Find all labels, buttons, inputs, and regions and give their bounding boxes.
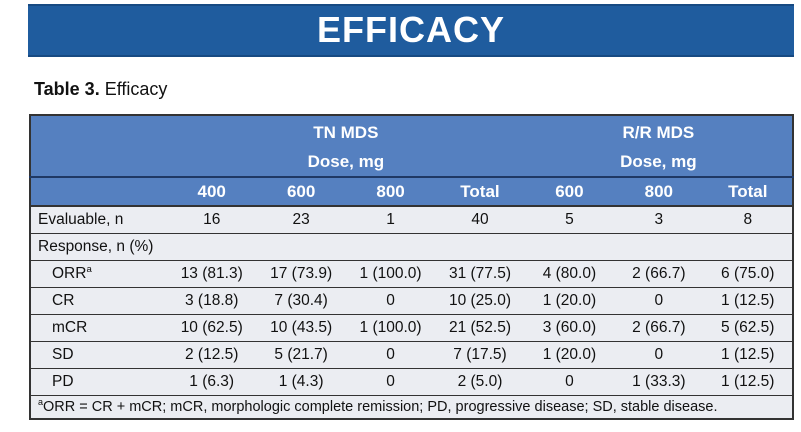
column-header: 400	[167, 177, 257, 207]
data-cell: 10 (25.0)	[435, 287, 525, 315]
row-label: PD	[30, 368, 167, 396]
column-header-row: 400 600 800 Total 600 800 Total	[30, 177, 793, 207]
table-row: PD 1 (6.3) 1 (4.3) 0 2 (5.0) 0 1 (33.3) 1 (12.5…	[30, 368, 793, 396]
column-header: Total	[703, 177, 793, 207]
footnote-row: aORR = CR + mCR; mCR, morphologic comple…	[30, 396, 793, 420]
efficacy-table-container: TN MDS R/R MDS Dose, mg Dose, mg 400 600…	[29, 114, 794, 420]
data-cell: 5 (21.7)	[256, 341, 346, 369]
row-label: Evaluable, n	[30, 206, 167, 234]
data-cell: 0	[345, 341, 436, 369]
data-cell: 5	[524, 206, 615, 234]
footnote-text: aORR = CR + mCR; mCR, morphologic comple…	[38, 397, 718, 415]
column-header: 600	[524, 177, 615, 207]
column-header: Total	[435, 177, 525, 207]
table-row: SD 2 (12.5) 5 (21.7) 0 7 (17.5) 1 (20.0) 0 1 (1…	[30, 341, 793, 369]
data-cell: 1 (12.5)	[703, 368, 793, 396]
data-cell: 16	[167, 206, 257, 234]
data-cell: 7 (30.4)	[256, 287, 346, 315]
data-cell: 6 (75.0)	[703, 260, 793, 288]
data-cell: 21 (52.5)	[435, 314, 525, 342]
group-header-tn-mds: TN MDS	[167, 115, 525, 148]
group-header-rr-mds: R/R MDS	[524, 115, 793, 148]
section-title: EFFICACY	[317, 8, 505, 50]
data-cell: 1 (12.5)	[703, 341, 793, 369]
data-cell: 1	[345, 206, 436, 234]
data-cell: 23	[256, 206, 346, 234]
table-row: CR 3 (18.8) 7 (30.4) 0 10 (25.0) 1 (20.0) 0 1 (…	[30, 287, 793, 315]
dose-subheader-rr: Dose, mg	[524, 148, 793, 178]
dose-subheader-tn: Dose, mg	[167, 148, 525, 178]
data-cell: 13 (81.3)	[167, 260, 257, 288]
data-cell: 3 (60.0)	[524, 314, 615, 342]
data-cell: 1 (20.0)	[524, 287, 615, 315]
dose-subheader-row: Dose, mg Dose, mg	[30, 148, 793, 178]
data-cell: 2 (66.7)	[614, 260, 704, 288]
data-cell: 3 (18.8)	[167, 287, 257, 315]
data-cell: 4 (80.0)	[524, 260, 615, 288]
efficacy-table: TN MDS R/R MDS Dose, mg Dose, mg 400 600…	[29, 114, 794, 420]
data-cell: 0	[614, 341, 704, 369]
data-cell: 3	[614, 206, 704, 234]
data-cell: 0	[614, 287, 704, 315]
data-cell: 1 (100.0)	[345, 260, 436, 288]
column-header: 800	[345, 177, 436, 207]
row-label: SD	[30, 341, 167, 369]
data-cell: 1 (12.5)	[703, 287, 793, 315]
table-row: Response, n (%)	[30, 233, 793, 261]
empty-header-cell	[30, 177, 167, 207]
row-label: mCR	[30, 314, 167, 342]
data-cell: 0	[345, 287, 436, 315]
row-label: ORRa	[30, 260, 167, 288]
data-cell: 2 (66.7)	[614, 314, 704, 342]
data-cell: 1 (6.3)	[167, 368, 257, 396]
table-caption: Table 3. Efficacy	[34, 79, 167, 100]
table-header: TN MDS R/R MDS Dose, mg Dose, mg 400 600…	[30, 115, 793, 207]
data-cell: 1 (20.0)	[524, 341, 615, 369]
section-banner: EFFICACY	[28, 4, 794, 57]
row-label: CR	[30, 287, 167, 315]
empty-header-cell	[30, 148, 167, 178]
data-cell: 17 (73.9)	[256, 260, 346, 288]
empty-header-cell	[30, 115, 167, 148]
column-header: 600	[256, 177, 346, 207]
table-caption-text: Efficacy	[99, 79, 168, 99]
data-cell: 1 (4.3)	[256, 368, 346, 396]
data-cell: 5 (62.5)	[703, 314, 793, 342]
data-cell: 40	[435, 206, 525, 234]
table-body: Evaluable, n 16 23 1 40 5 3 8 Response, n (%) ORR…	[30, 206, 793, 419]
group-header-row: TN MDS R/R MDS	[30, 115, 793, 148]
table-row: Evaluable, n 16 23 1 40 5 3 8	[30, 206, 793, 234]
data-cell: 7 (17.5)	[435, 341, 525, 369]
table-row: mCR 10 (62.5) 10 (43.5) 1 (100.0) 21 (52.5) 3…	[30, 314, 793, 342]
data-cell: 1 (100.0)	[345, 314, 436, 342]
row-label: Response, n (%)	[30, 233, 793, 261]
data-cell: 10 (62.5)	[167, 314, 257, 342]
data-cell: 10 (43.5)	[256, 314, 346, 342]
data-cell: 0	[345, 368, 436, 396]
data-cell: 2 (12.5)	[167, 341, 257, 369]
table-caption-number: Table 3.	[34, 79, 100, 99]
data-cell: 8	[703, 206, 793, 234]
table-row: ORRa 13 (81.3) 17 (73.9) 1 (100.0) 31 (77.5)…	[30, 260, 793, 288]
data-cell: 2 (5.0)	[435, 368, 525, 396]
data-cell: 0	[524, 368, 615, 396]
data-cell: 31 (77.5)	[435, 260, 525, 288]
column-header: 800	[614, 177, 704, 207]
data-cell: 1 (33.3)	[614, 368, 704, 396]
